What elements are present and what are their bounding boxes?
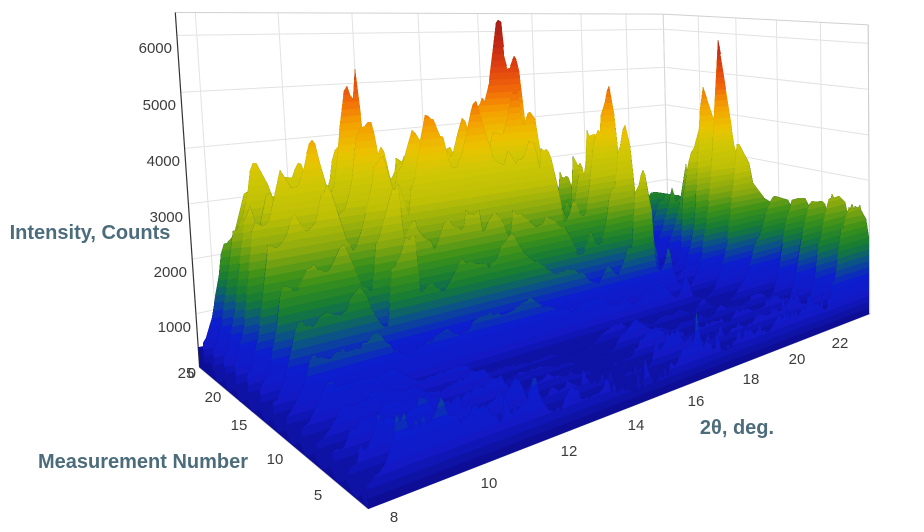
svg-text:2θ, deg.: 2θ, deg. xyxy=(700,417,774,439)
svg-text:Intensity, Counts: Intensity, Counts xyxy=(10,222,171,244)
svg-text:5000: 5000 xyxy=(143,97,176,114)
svg-text:15: 15 xyxy=(231,417,248,434)
svg-text:10: 10 xyxy=(481,475,498,492)
svg-text:14: 14 xyxy=(628,417,645,434)
svg-text:10: 10 xyxy=(267,451,284,468)
svg-text:16: 16 xyxy=(688,393,705,410)
svg-text:Measurement Number: Measurement Number xyxy=(38,451,248,473)
svg-text:6000: 6000 xyxy=(139,40,172,57)
svg-text:5: 5 xyxy=(314,487,322,504)
svg-text:0: 0 xyxy=(188,365,196,382)
svg-text:20: 20 xyxy=(205,389,222,406)
svg-text:1000: 1000 xyxy=(158,319,191,336)
svg-text:2000: 2000 xyxy=(154,264,187,281)
svg-text:25: 25 xyxy=(178,365,195,382)
svg-text:12: 12 xyxy=(561,443,578,460)
svg-text:8: 8 xyxy=(390,509,398,526)
svg-text:4000: 4000 xyxy=(147,153,180,170)
svg-text:20: 20 xyxy=(789,351,806,368)
svg-text:3000: 3000 xyxy=(150,209,183,226)
svg-text:22: 22 xyxy=(832,335,849,352)
svg-text:18: 18 xyxy=(743,371,760,388)
